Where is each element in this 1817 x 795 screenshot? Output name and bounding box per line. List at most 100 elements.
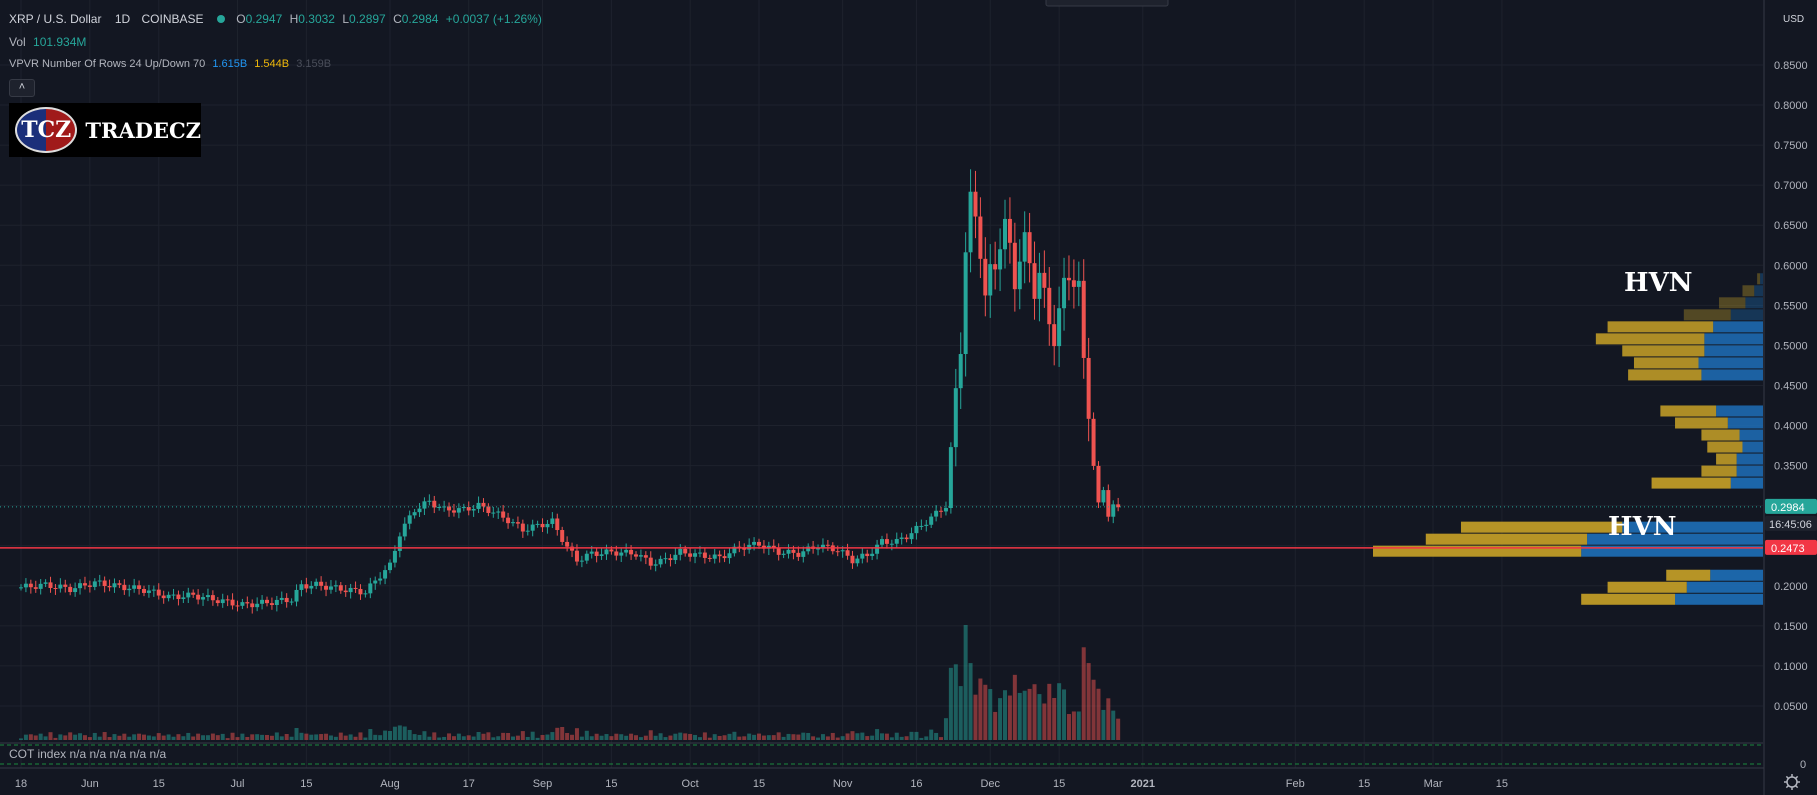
volume-bar <box>752 734 757 740</box>
candle-body <box>161 595 166 599</box>
candle-body <box>894 538 899 544</box>
vpvr-legend[interactable]: VPVR Number Of Rows 24 Up/Down 70 1.615B… <box>9 58 335 70</box>
candle-body <box>619 552 624 556</box>
volume-bar <box>48 732 53 740</box>
volume-bar <box>1101 709 1106 740</box>
candle-body <box>279 597 284 600</box>
candle-body <box>407 515 412 524</box>
hline-price-label: 0.2473 <box>1771 543 1805 555</box>
volume-bar <box>899 736 904 740</box>
change-value: +0.0037 (+1.26%) <box>445 12 542 26</box>
candle-body <box>594 551 599 556</box>
volume-bar <box>319 734 324 740</box>
volume-bar <box>250 734 255 740</box>
volume-bar <box>860 732 865 740</box>
candle-body <box>432 500 437 508</box>
legend-interval[interactable]: 1D <box>114 12 131 26</box>
candle-body <box>383 570 388 579</box>
candle-body <box>186 592 191 598</box>
cot-index-legend[interactable]: COT index n/a n/a n/a n/a n/a <box>9 747 167 761</box>
volume-profile-down <box>1622 345 1705 357</box>
volume-profile-down <box>1581 593 1676 605</box>
candle-body <box>1017 261 1022 290</box>
candle-body <box>491 512 496 514</box>
gear-icon[interactable] <box>1784 774 1800 790</box>
candle-body <box>201 597 206 600</box>
candle-body <box>929 516 934 525</box>
candle-body <box>319 581 324 586</box>
volume-bar <box>796 734 801 740</box>
volume-bar <box>496 736 501 740</box>
volume-bar <box>968 663 973 740</box>
countdown-bg <box>1765 515 1817 531</box>
volume-bar <box>776 732 781 740</box>
collapse-legend-button[interactable]: ˄ <box>9 79 35 97</box>
candle-body <box>609 549 614 552</box>
top-toolbar-tab[interactable] <box>1045 0 1169 7</box>
volume-bar <box>333 736 338 740</box>
candle-body <box>953 388 958 448</box>
volume-bar <box>43 736 48 740</box>
candle-body <box>840 550 845 552</box>
candle-body <box>820 544 825 549</box>
candle-body <box>978 216 983 259</box>
volume-bar <box>28 734 33 740</box>
candle-body <box>82 583 87 586</box>
legend-symbol[interactable]: XRP / U.S. Dollar <box>9 12 102 26</box>
volume-bar <box>1071 711 1076 740</box>
candle-body <box>845 550 850 556</box>
volume-bar <box>23 734 28 740</box>
volume-bar <box>934 732 939 740</box>
volume-bar <box>757 733 761 740</box>
volume-bar <box>579 736 584 740</box>
volume-bar <box>358 732 363 740</box>
candle-body <box>196 594 201 600</box>
candle-body <box>255 603 260 608</box>
x-tick-label: Sep <box>533 778 553 790</box>
volume-bar <box>205 735 210 740</box>
volume-bar <box>481 733 486 740</box>
candle-body <box>663 558 668 560</box>
volume-bar <box>668 735 673 740</box>
candle-body <box>309 585 314 589</box>
volume-bar <box>545 734 550 740</box>
candle-body <box>1086 357 1091 419</box>
volume-profile-down <box>1628 369 1702 381</box>
vpvr-down-value: 1.544B <box>254 58 290 70</box>
candle-body <box>299 584 304 590</box>
volume-legend[interactable]: Vol 101.934M <box>9 35 90 49</box>
candle-body <box>87 585 92 587</box>
volume-bar <box>889 737 894 740</box>
candle-body <box>889 543 894 545</box>
volume-bar <box>97 736 102 740</box>
volume-bar <box>466 735 471 740</box>
candle-body <box>402 523 407 537</box>
candle-body <box>146 590 151 593</box>
candle-body <box>127 588 132 591</box>
candle-body <box>884 539 889 544</box>
candle-body <box>525 530 530 532</box>
volume-bar <box>530 731 535 740</box>
volume-bar <box>412 734 417 740</box>
volume-bar <box>407 729 412 740</box>
candle-body <box>515 522 520 524</box>
candle-body <box>722 556 727 559</box>
volume-bar <box>653 735 658 740</box>
price-axis[interactable] <box>1764 0 1817 795</box>
volume-bar <box>38 733 43 740</box>
volume-bar <box>619 734 624 740</box>
x-tick-label: Dec <box>980 778 1000 790</box>
candle-body <box>599 554 604 556</box>
volume-bar <box>688 733 693 740</box>
candle-body <box>717 554 722 557</box>
volume-bar <box>643 735 648 740</box>
volume-bar <box>712 734 717 740</box>
candle-body <box>417 508 422 513</box>
volume-bar <box>294 728 299 740</box>
volume-bar <box>220 733 225 740</box>
close-value: 0.2984 <box>401 12 439 26</box>
candle-body <box>48 582 53 588</box>
volume-bar <box>112 734 117 740</box>
